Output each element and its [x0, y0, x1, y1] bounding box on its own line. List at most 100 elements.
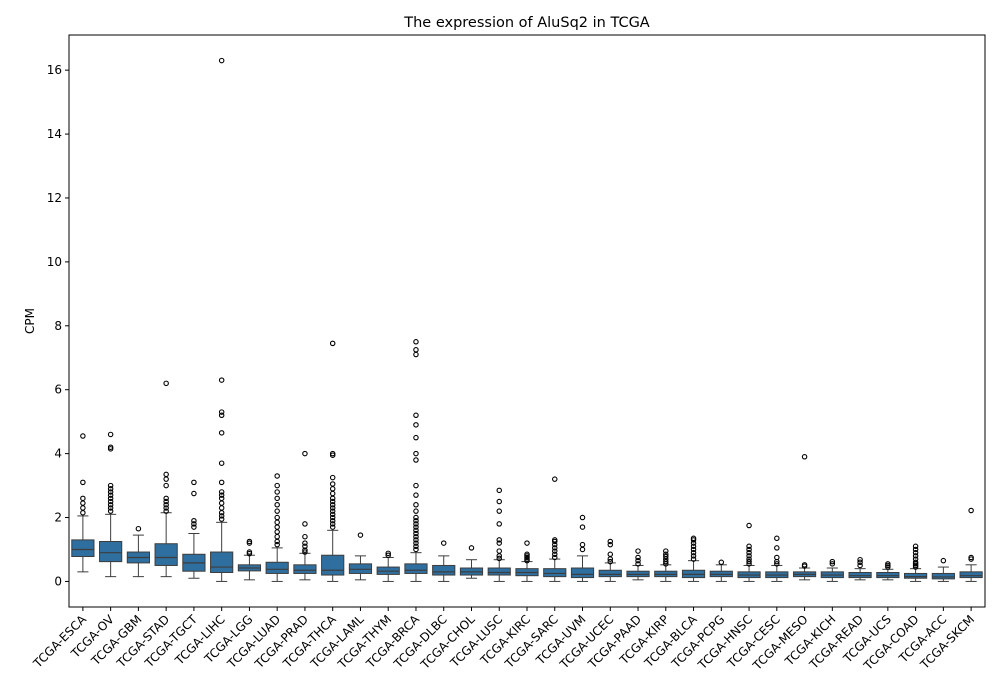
outlier-point	[413, 422, 419, 428]
outlier-point	[107, 444, 114, 450]
outlier-point	[80, 433, 86, 439]
box-tcga-coad	[904, 543, 928, 582]
iqr-box	[71, 539, 95, 558]
outlier-point	[274, 529, 280, 535]
outlier-point	[218, 377, 225, 383]
y-tick-label: 0	[54, 574, 62, 588]
iqr-box	[404, 563, 428, 574]
outlier-point	[107, 508, 114, 514]
outlier-point	[302, 540, 308, 546]
outlier-point	[829, 558, 836, 565]
y-tick-label: 8	[54, 319, 62, 333]
outlier-point	[746, 546, 752, 553]
y-tick-label: 12	[47, 191, 62, 205]
outlier-point	[163, 476, 169, 482]
outlier-point	[413, 482, 419, 489]
box-tcga-ucec	[598, 538, 622, 582]
outlier-point	[274, 524, 280, 530]
y-axis-label: CPM	[23, 308, 37, 334]
outlier-point	[274, 541, 280, 548]
outlier-point	[774, 554, 780, 561]
outlier-point	[885, 561, 891, 567]
iqr-box	[210, 551, 234, 573]
iqr-box	[570, 567, 595, 579]
outlier-point	[329, 474, 336, 481]
outlier-point	[468, 545, 475, 551]
outlier-point	[496, 487, 502, 494]
outlier-point	[774, 545, 780, 551]
outlier-point	[80, 509, 86, 516]
outlier-point	[191, 479, 197, 486]
outlier-point	[607, 551, 614, 558]
outlier-point	[329, 517, 336, 524]
box-tcga-meso	[792, 454, 817, 581]
outlier-point	[329, 505, 336, 511]
y-tick-label: 2	[54, 511, 62, 525]
outlier-point	[524, 540, 530, 546]
outlier-point	[746, 558, 752, 565]
outlier-point	[107, 498, 114, 505]
y-tick-label: 14	[47, 127, 62, 141]
outlier-point	[218, 479, 225, 486]
outlier-point	[80, 500, 86, 506]
outlier-point	[218, 460, 225, 466]
outlier-point	[635, 548, 641, 554]
outlier-point	[663, 553, 669, 560]
iqr-box	[543, 568, 567, 578]
outlier-point	[329, 508, 336, 514]
outlier-point	[163, 508, 169, 514]
outlier-point	[413, 514, 419, 521]
box-tcga-thca	[321, 340, 345, 582]
outlier-point	[607, 538, 614, 545]
outlier-point	[413, 543, 419, 550]
iqr-box	[265, 561, 289, 574]
outlier-point	[107, 501, 114, 508]
outlier-point	[912, 559, 919, 566]
outlier-point	[274, 489, 280, 495]
outlier-point	[912, 543, 919, 550]
outlier-point	[524, 551, 530, 558]
outlier-point	[302, 549, 308, 555]
outlier-point	[302, 533, 308, 540]
outlier-point	[607, 558, 614, 565]
outlier-point	[746, 549, 752, 556]
outlier-point	[635, 557, 641, 564]
outlier-point	[413, 351, 419, 358]
outlier-point	[163, 505, 169, 511]
outlier-point	[107, 505, 114, 511]
iqr-box	[931, 572, 955, 580]
box-tcga-thym	[376, 550, 400, 582]
outlier-point	[107, 431, 114, 438]
box-tcga-chol	[459, 545, 484, 579]
outlier-point	[274, 519, 280, 526]
outlier-point	[912, 556, 919, 562]
outlier-point	[246, 538, 253, 545]
outlier-point	[496, 548, 502, 554]
outlier-point	[413, 537, 419, 543]
x-axis: TCGA-ESCATCGA-OVTCGA-GBMTCGA-STADTCGA-TG…	[30, 607, 977, 673]
iqr-box	[293, 564, 317, 574]
outlier-point	[690, 556, 697, 562]
y-tick-label: 4	[54, 447, 62, 461]
outlier-point	[218, 513, 225, 519]
outlier-point	[801, 454, 808, 460]
box-tcga-dlbc	[432, 540, 456, 582]
y-tick-label: 6	[54, 383, 62, 397]
outlier-point	[579, 514, 586, 521]
outlier-point	[413, 524, 419, 530]
outlier-point	[663, 548, 669, 554]
iqr-box	[848, 571, 872, 579]
outlier-point	[413, 457, 419, 463]
outlier-point	[413, 347, 419, 353]
plot-frame	[68, 34, 986, 608]
outlier-point	[413, 508, 419, 514]
outlier-point	[385, 550, 391, 557]
iqr-box	[598, 569, 622, 578]
outlier-point	[385, 552, 391, 558]
outlier-point	[329, 521, 336, 527]
y-tick-label: 10	[47, 255, 62, 269]
box-tcga-kirc	[515, 540, 539, 582]
box-tcga-hnsc	[737, 522, 761, 582]
outlier-point	[191, 521, 197, 527]
